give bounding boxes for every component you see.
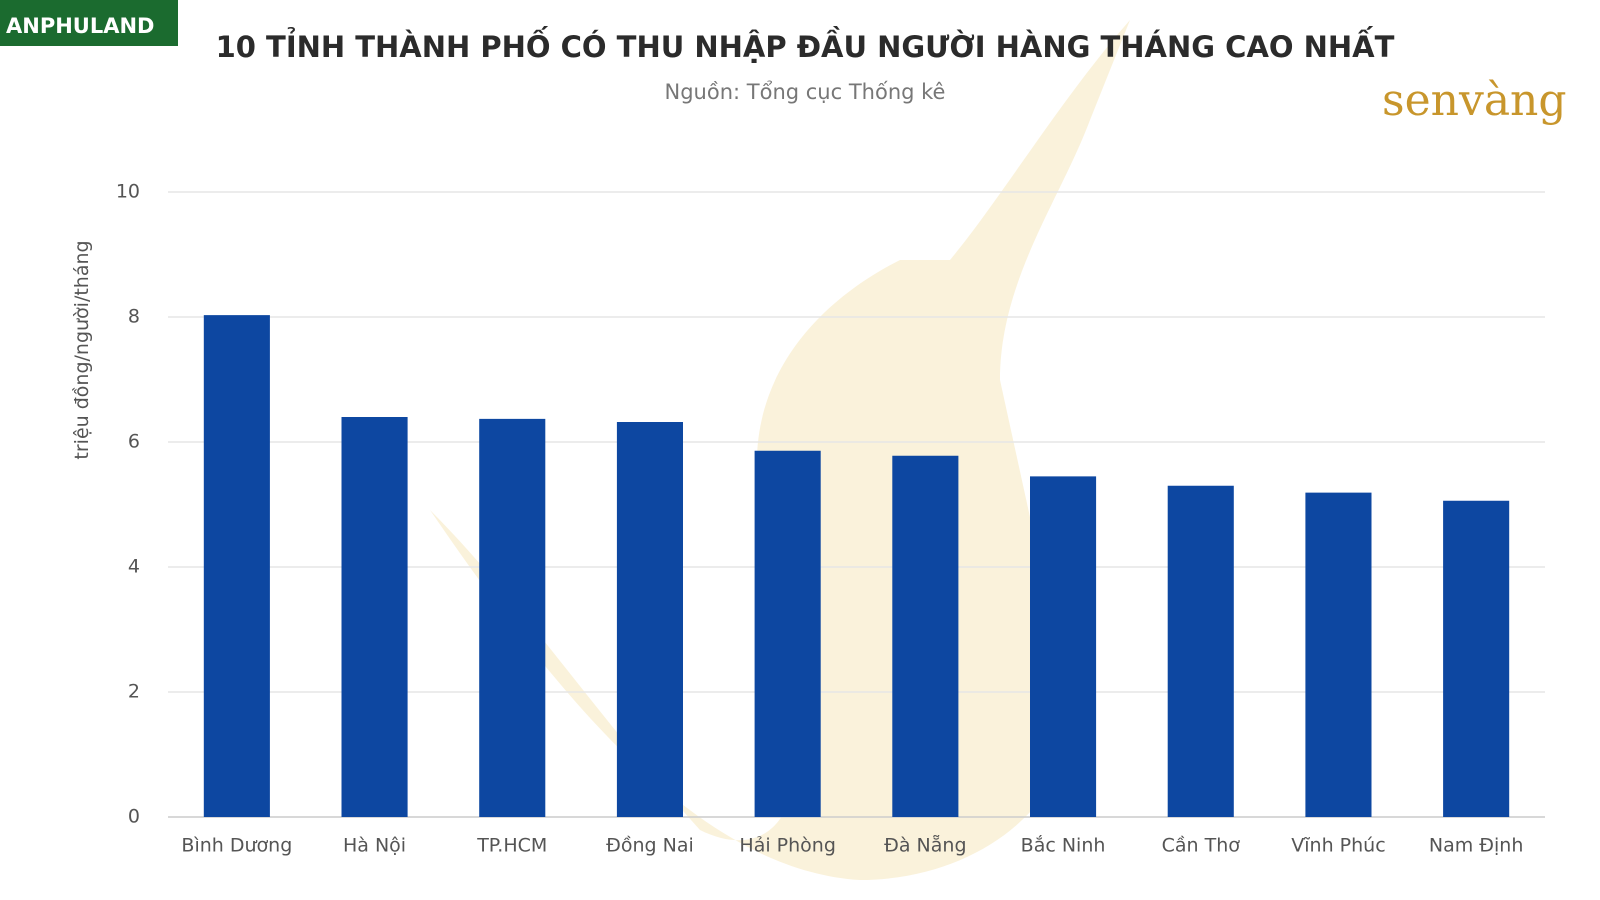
chart-title: 10 TỈNH THÀNH PHỐ CÓ THU NHẬP ĐẦU NGƯỜI … [216, 26, 1395, 64]
x-tick-label: Bắc Ninh [1021, 834, 1106, 857]
bar [341, 417, 408, 817]
x-tick-label: Nam Định [1429, 835, 1524, 857]
bar [1030, 476, 1097, 817]
x-tick-label: Cần Thơ [1162, 835, 1241, 857]
x-tick-label: Bình Dương [181, 835, 292, 857]
left-logo-bg [0, 0, 178, 46]
y-tick-label: 8 [128, 306, 140, 328]
x-tick-label: Đồng Nai [606, 835, 694, 857]
y-tick-label: 0 [128, 806, 140, 828]
x-tick-label: Vĩnh Phúc [1291, 835, 1385, 857]
x-tick-label: TP.HCM [476, 835, 547, 857]
right-logo: senvàng [1382, 75, 1567, 126]
bar [203, 315, 270, 817]
y-tick-label: 4 [128, 556, 140, 578]
x-tick-label: Đà Nẵng [884, 834, 966, 857]
bar [892, 455, 959, 817]
bar [479, 418, 546, 817]
bar [616, 422, 683, 817]
bar [1305, 492, 1372, 817]
x-tick-label: Hà Nội [343, 835, 406, 857]
y-tick-label: 10 [116, 181, 140, 203]
bar [1167, 485, 1234, 817]
y-tick-label: 6 [128, 431, 140, 453]
x-tick-label: Hải Phòng [739, 835, 835, 857]
bar [754, 450, 821, 817]
y-axis-label: triệu đồng/người/tháng [71, 240, 93, 459]
y-tick-label: 2 [128, 681, 140, 703]
chart-subtitle: Nguồn: Tổng cục Thống kê [665, 80, 946, 104]
bar [1443, 500, 1510, 817]
left-logo: ANPHULAND [6, 14, 155, 38]
